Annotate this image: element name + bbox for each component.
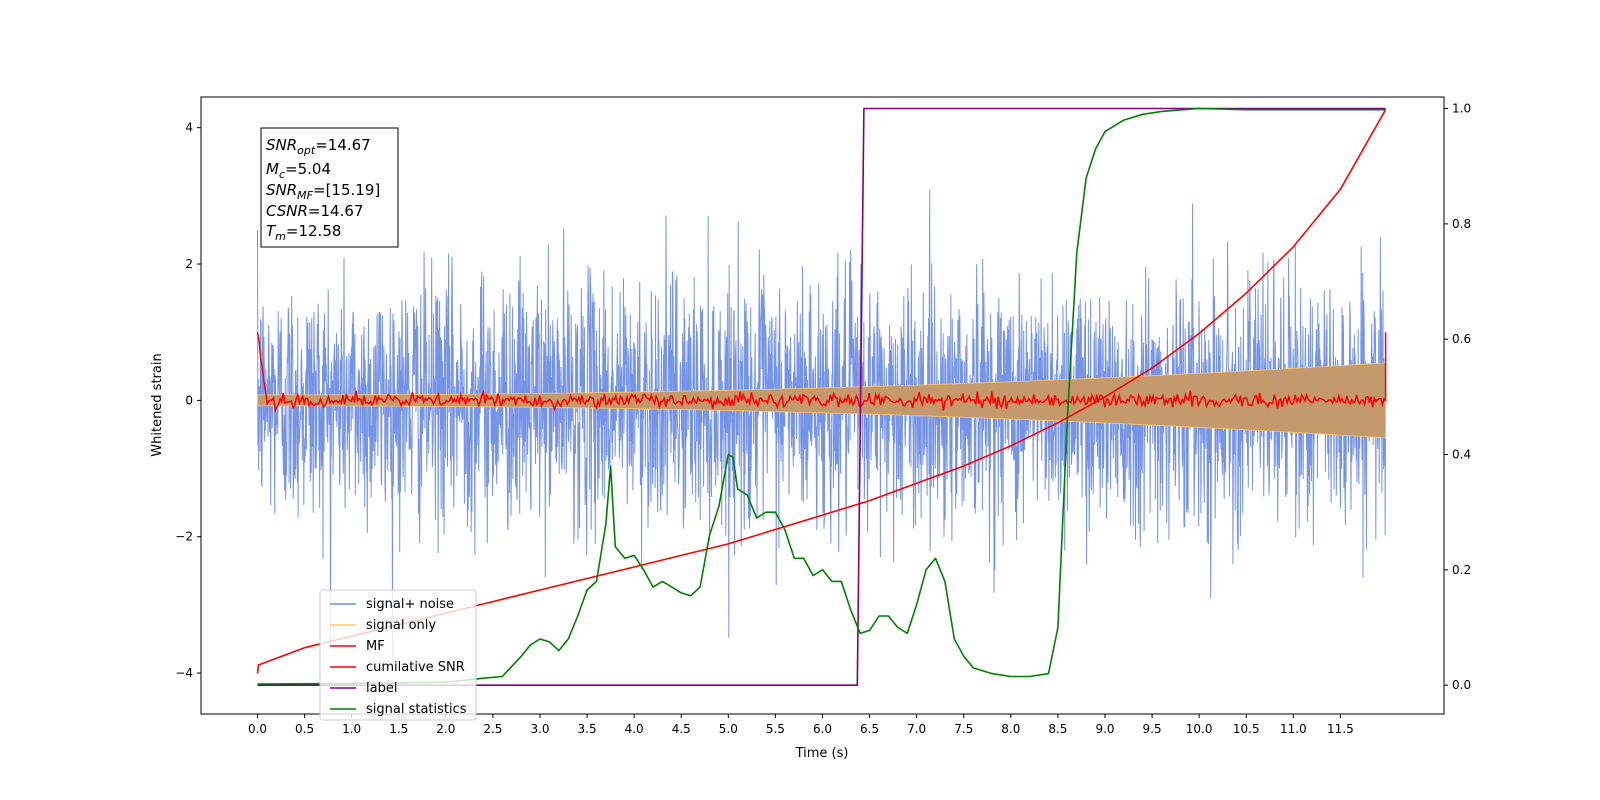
legend: signal+ noise signal only MF cumilative SNR…: [319, 589, 477, 721]
x-tick-label: 3.0: [530, 722, 549, 736]
info-csnr: CSNR=14.67: [266, 202, 363, 220]
info-mc: Mc=5.04: [266, 160, 331, 181]
info-snr-opt: SNRopt=14.67: [266, 136, 371, 157]
y-tick-label-right: 0.6: [1452, 332, 1471, 346]
x-tick-label: 7.5: [954, 722, 973, 736]
legend-frame: [319, 589, 477, 721]
x-tick-label: 0.0: [248, 722, 267, 736]
y-tick-label-right: 1.0: [1452, 102, 1471, 116]
x-tick-label: 4.5: [672, 722, 691, 736]
x-tick-label: 3.5: [578, 722, 597, 736]
info-snr-mf: SNRMF=[15.19]: [266, 181, 380, 202]
x-tick-label: 7.0: [907, 722, 926, 736]
y-tick-label-right: 0.8: [1452, 217, 1471, 231]
x-tick-label: 2.0: [436, 722, 455, 736]
y-tick-label-left: 2: [185, 257, 193, 271]
x-tick-label: 10.5: [1233, 722, 1260, 736]
x-tick-label: 1.5: [389, 722, 408, 736]
y-axis-label: Whitened strain: [150, 353, 165, 456]
legend-label: signal+ noise: [366, 597, 454, 612]
x-axis: 0.0 0.5 1.0 1.5 2.0 2.5 3.0 3.5 4.0 4.5 5.0 5.5 6.0 6…: [248, 714, 1354, 736]
y-tick-label-left: −4: [175, 666, 193, 680]
signal-statistics-line: [257, 107, 1386, 685]
y-tick-label-left: −2: [175, 530, 193, 544]
x-tick-label: 8.5: [1048, 722, 1067, 736]
x-tick-label: 8.0: [1001, 722, 1020, 736]
x-tick-label: 2.5: [483, 722, 502, 736]
x-tick-label: 1.0: [342, 722, 361, 736]
y-tick-label-right: 0.4: [1452, 448, 1471, 462]
y-axis-right: 0.0 0.2 0.4 0.6 0.8 1.0: [1444, 102, 1471, 692]
mf-series: [256, 332, 1387, 414]
x-tick-label: 9.5: [1143, 722, 1162, 736]
y-tick-label-left: 4: [185, 121, 193, 135]
mf-line: [256, 332, 1387, 414]
x-tick-label: 6.0: [813, 722, 832, 736]
info-box: SNRopt=14.67 Mc=5.04 SNRMF=[15.19] CSNR=…: [260, 127, 399, 248]
signal-only-envelope: [257, 362, 1386, 439]
x-tick-label: 5.0: [719, 722, 738, 736]
x-axis-label: Time (s): [795, 746, 849, 761]
info-tm: Tm=12.58: [266, 222, 341, 243]
x-tick-label: 11.5: [1327, 722, 1354, 736]
legend-label: signal statistics: [366, 702, 467, 717]
x-tick-label: 9.0: [1095, 722, 1114, 736]
y-axis-left: −4 −2 0 2 4: [175, 121, 201, 680]
x-tick-label: 11.0: [1280, 722, 1307, 736]
label-line: [257, 107, 1386, 687]
x-tick-label: 4.0: [625, 722, 644, 736]
y-tick-label-right: 0.2: [1452, 563, 1471, 577]
legend-label: label: [366, 681, 397, 696]
info-box-frame: [260, 127, 399, 248]
x-tick-label: 10.0: [1186, 722, 1213, 736]
x-tick-label: 0.5: [295, 722, 314, 736]
legend-label: MF: [366, 639, 385, 654]
y-tick-label-right: 0.0: [1452, 678, 1471, 692]
x-tick-label: 6.5: [860, 722, 879, 736]
signal-only-series: [257, 362, 1386, 439]
x-tick-label: 5.5: [766, 722, 785, 736]
legend-label: cumilative SNR: [366, 660, 465, 675]
y-tick-label-left: 0: [185, 393, 193, 407]
legend-label: signal only: [366, 618, 436, 633]
